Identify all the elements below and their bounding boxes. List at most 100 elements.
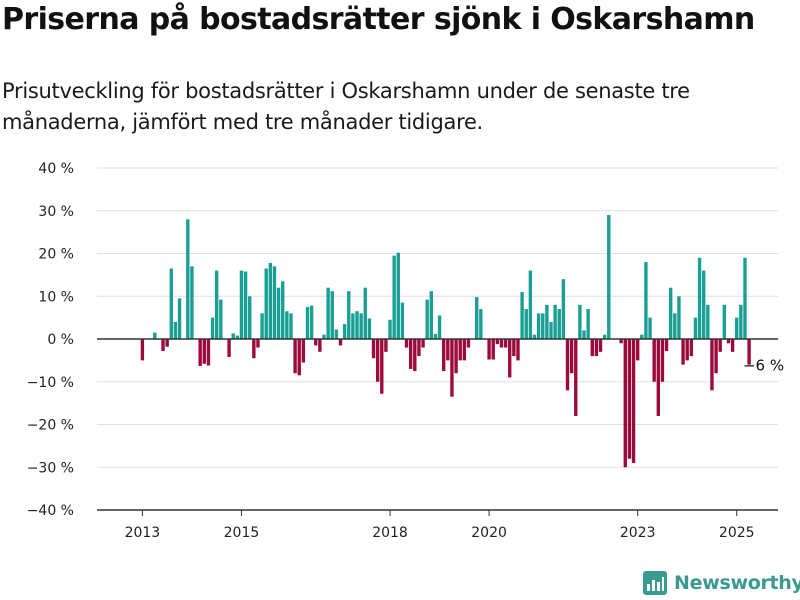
bar (380, 339, 384, 394)
bar (140, 339, 145, 361)
bar (578, 304, 582, 339)
bar (392, 255, 396, 339)
bar (664, 339, 669, 351)
bar (252, 339, 256, 359)
bar (276, 287, 281, 339)
bar (594, 339, 599, 357)
bar (673, 313, 677, 339)
bar (479, 309, 483, 339)
bar (524, 309, 528, 339)
bar (371, 339, 376, 359)
bar (314, 339, 318, 346)
bar (730, 339, 735, 352)
bar (446, 339, 450, 361)
bar (355, 311, 359, 339)
bar (363, 287, 367, 339)
bar (549, 321, 553, 339)
bar (177, 298, 182, 339)
x-tick-label: 2020 (471, 525, 507, 541)
bar (375, 339, 380, 382)
bar (330, 291, 334, 339)
bar (532, 334, 537, 339)
bar (210, 317, 215, 339)
bar (388, 319, 392, 339)
bar (586, 309, 590, 339)
chart-title: Priserna på bostadsrätter sjönk i Oskars… (2, 2, 755, 37)
bar (437, 315, 442, 339)
bar (689, 339, 694, 357)
bar (165, 339, 169, 347)
y-tick-label: 0 % (47, 332, 74, 348)
bar (644, 262, 648, 339)
bar (726, 339, 731, 344)
bar (429, 291, 434, 339)
labels: 40 % 30 % 20 % 10 % 0 % −10 % −20 % −30 % −40 % 2… (27, 161, 784, 541)
newsworthy-logo: Newsworthy (643, 568, 800, 598)
bar (256, 339, 260, 348)
bar (702, 270, 706, 339)
last-value-annotation: −6 % (743, 357, 784, 375)
bar (441, 339, 446, 372)
x-tick-label: 2025 (719, 525, 755, 541)
bar (635, 339, 640, 361)
bar (516, 339, 520, 361)
y-tick-label: −10 % (27, 375, 74, 391)
bar (264, 268, 268, 339)
bar (198, 339, 202, 366)
bar (400, 302, 405, 339)
bar (396, 252, 400, 339)
y-tick-label: −40 % (27, 503, 74, 519)
bar (239, 270, 244, 339)
bar (574, 339, 578, 416)
bar (706, 304, 710, 339)
bar (545, 304, 549, 339)
bar (169, 268, 173, 339)
bar (739, 304, 743, 339)
bar (334, 329, 339, 339)
bar (648, 317, 652, 339)
bar (450, 339, 454, 397)
y-tick-label: 10 % (38, 289, 74, 305)
bar (718, 339, 722, 352)
bar (425, 299, 429, 339)
bar (565, 339, 570, 391)
bar (458, 339, 462, 361)
bar (347, 291, 351, 339)
bar (710, 339, 714, 391)
bar (235, 335, 240, 339)
bar (553, 304, 557, 339)
bar (557, 309, 561, 339)
bar (660, 339, 665, 382)
bar-chart: 40 % 30 % 20 % 10 % 0 % −10 % −20 % −30 % −40 % 2… (27, 161, 784, 541)
y-tick-label: 20 % (38, 247, 74, 263)
x-tick-label: 2018 (372, 525, 408, 541)
bar (173, 321, 178, 339)
x-tick-label: 2015 (224, 525, 260, 541)
bar (359, 313, 363, 339)
bar (404, 339, 409, 348)
brand-name: Newsworthy (674, 572, 800, 594)
axes (97, 338, 778, 516)
bar (503, 339, 508, 348)
bar (582, 330, 586, 339)
bar (668, 287, 673, 339)
bar (351, 313, 355, 339)
bar (631, 339, 636, 463)
y-tick-label: −20 % (27, 418, 74, 434)
bar (367, 318, 372, 339)
bar (214, 270, 219, 339)
bar (590, 339, 594, 357)
bar (602, 334, 607, 339)
bar (681, 339, 685, 365)
bar (227, 339, 231, 357)
y-tick-label: 40 % (38, 161, 74, 177)
bar (627, 339, 632, 459)
bar (202, 339, 207, 364)
bar (338, 339, 343, 346)
bar (285, 311, 289, 339)
x-tick-label: 2013 (125, 525, 161, 541)
bar (243, 271, 248, 339)
bar (466, 339, 471, 348)
bar (714, 339, 718, 374)
bar (293, 339, 297, 374)
